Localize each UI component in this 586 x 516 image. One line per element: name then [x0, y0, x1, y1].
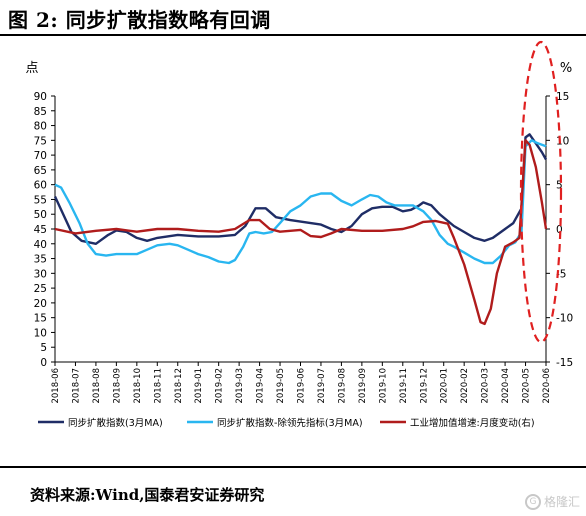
- x-tick-label: 2020-02: [460, 368, 470, 404]
- series-lines: [53, 133, 548, 326]
- x-tick-label: 2018-07: [71, 368, 81, 404]
- y-left-tick-label: 30: [34, 268, 47, 280]
- y-left-tick-label: 10: [34, 327, 47, 339]
- x-tick-label: 2020-06: [542, 368, 552, 404]
- y-left-tick-label: 65: [34, 165, 47, 177]
- legend-label-2: 工业增加值增速:月度变动(右): [410, 417, 535, 429]
- x-tick-label: 2019-03: [235, 368, 245, 404]
- series-line-0: [53, 133, 548, 245]
- y-left-tick-label: 60: [34, 180, 47, 192]
- source-rule: [0, 466, 586, 468]
- y-left-tick-label: 40: [34, 239, 47, 251]
- x-tick-label: 2019-11: [399, 368, 409, 404]
- source-note: 资料来源:Wind,国泰君安证券研究: [30, 486, 265, 504]
- y-left-tick-label: 35: [34, 254, 47, 266]
- y-right-tick-label: -5: [556, 268, 566, 280]
- x-tick-label: 2018-11: [153, 368, 163, 404]
- x-tick-label: 2019-05: [276, 368, 286, 404]
- x-tick-label: 2020-01: [440, 368, 450, 404]
- series-line-1: [54, 139, 547, 265]
- legend: 同步扩散指数(3月MA) 同步扩散指数-除领先指标(3月MA) 工业增加值增速:月度…: [38, 417, 535, 429]
- x-tick-label: 2020-03: [481, 368, 491, 404]
- y-left-tick-label: 20: [34, 298, 47, 310]
- y-left-tick-label: 25: [34, 283, 47, 295]
- x-tick-label: 2019-08: [337, 368, 347, 404]
- watermark-logo-icon: G: [524, 493, 541, 510]
- figure-title: 图 2: 同步扩散指数略有回调: [8, 8, 271, 32]
- y-right-tick-label: -10: [556, 313, 573, 325]
- watermark: G 格隆汇: [524, 493, 580, 510]
- title-rule: [0, 34, 586, 36]
- y-left-tick-label: 75: [34, 135, 47, 147]
- y-right-tick-label: -15: [556, 357, 573, 369]
- legend-label-0: 同步扩散指数(3月MA): [68, 417, 163, 429]
- right-axis: % -15 -10 -5 0 5 10 15: [545, 61, 573, 369]
- x-tick-label: 2019-12: [419, 368, 429, 404]
- y-right-label: %: [560, 61, 572, 76]
- x-tick-label: 2018-09: [112, 368, 122, 404]
- y-left-tick-label: 5: [40, 342, 47, 354]
- x-tick-label: 2020-05: [522, 368, 532, 404]
- x-tick-label: 2019-01: [194, 368, 204, 404]
- highlight-ellipse: [519, 40, 563, 344]
- y-right-tick-label: 10: [556, 135, 569, 147]
- x-tick-label: 2018-10: [133, 368, 143, 404]
- series-line-2: [54, 139, 548, 326]
- y-left-tick-label: 15: [34, 313, 47, 325]
- x-tick-label: 2019-09: [358, 368, 368, 404]
- y-left-tick-label: 0: [40, 357, 47, 369]
- y-right-tick-label: 15: [556, 91, 569, 103]
- y-left-label: 点: [25, 61, 38, 76]
- x-tick-label: 2019-04: [256, 368, 266, 404]
- x-tick-label: 2019-10: [378, 368, 388, 404]
- y-left-tick-label: 70: [34, 150, 47, 162]
- x-tick-label: 2018-12: [174, 368, 184, 404]
- y-right-tick-label: 0: [556, 224, 563, 236]
- y-left-tick-label: 55: [34, 194, 47, 206]
- x-tick-label: 2018-06: [51, 368, 61, 404]
- x-tick-label: 2019-06: [297, 368, 307, 404]
- y-left-tick-label: 50: [34, 209, 47, 221]
- y-left-ticks: 0 5 10 15 20 25 30 35 40 45 50 55 60 65 70 75 80 85 90: [34, 91, 55, 369]
- x-tick-label: 2019-02: [215, 368, 225, 404]
- y-right-tick-label: 5: [556, 180, 563, 192]
- x-tick-label: 2018-08: [92, 368, 102, 404]
- x-tick-label: 2019-07: [317, 368, 327, 404]
- y-left-tick-label: 45: [34, 224, 47, 236]
- x-ticks: 2018-06 2018-07 2018-08 2018-09 2018-10 2018-…: [51, 362, 552, 404]
- legend-label-1: 同步扩散指数-除领先指标(3月MA): [217, 417, 363, 429]
- y-left-tick-label: 90: [34, 91, 47, 103]
- left-axis: 点 0 5 10 15 20 25 30 35 40 45 50 55 60 65 70 75 80 85 90: [25, 61, 56, 369]
- x-tick-label: 2020-04: [501, 368, 511, 404]
- y-left-tick-label: 80: [34, 121, 47, 133]
- watermark-text: 格隆汇: [543, 495, 580, 509]
- y-left-tick-label: 85: [34, 106, 47, 118]
